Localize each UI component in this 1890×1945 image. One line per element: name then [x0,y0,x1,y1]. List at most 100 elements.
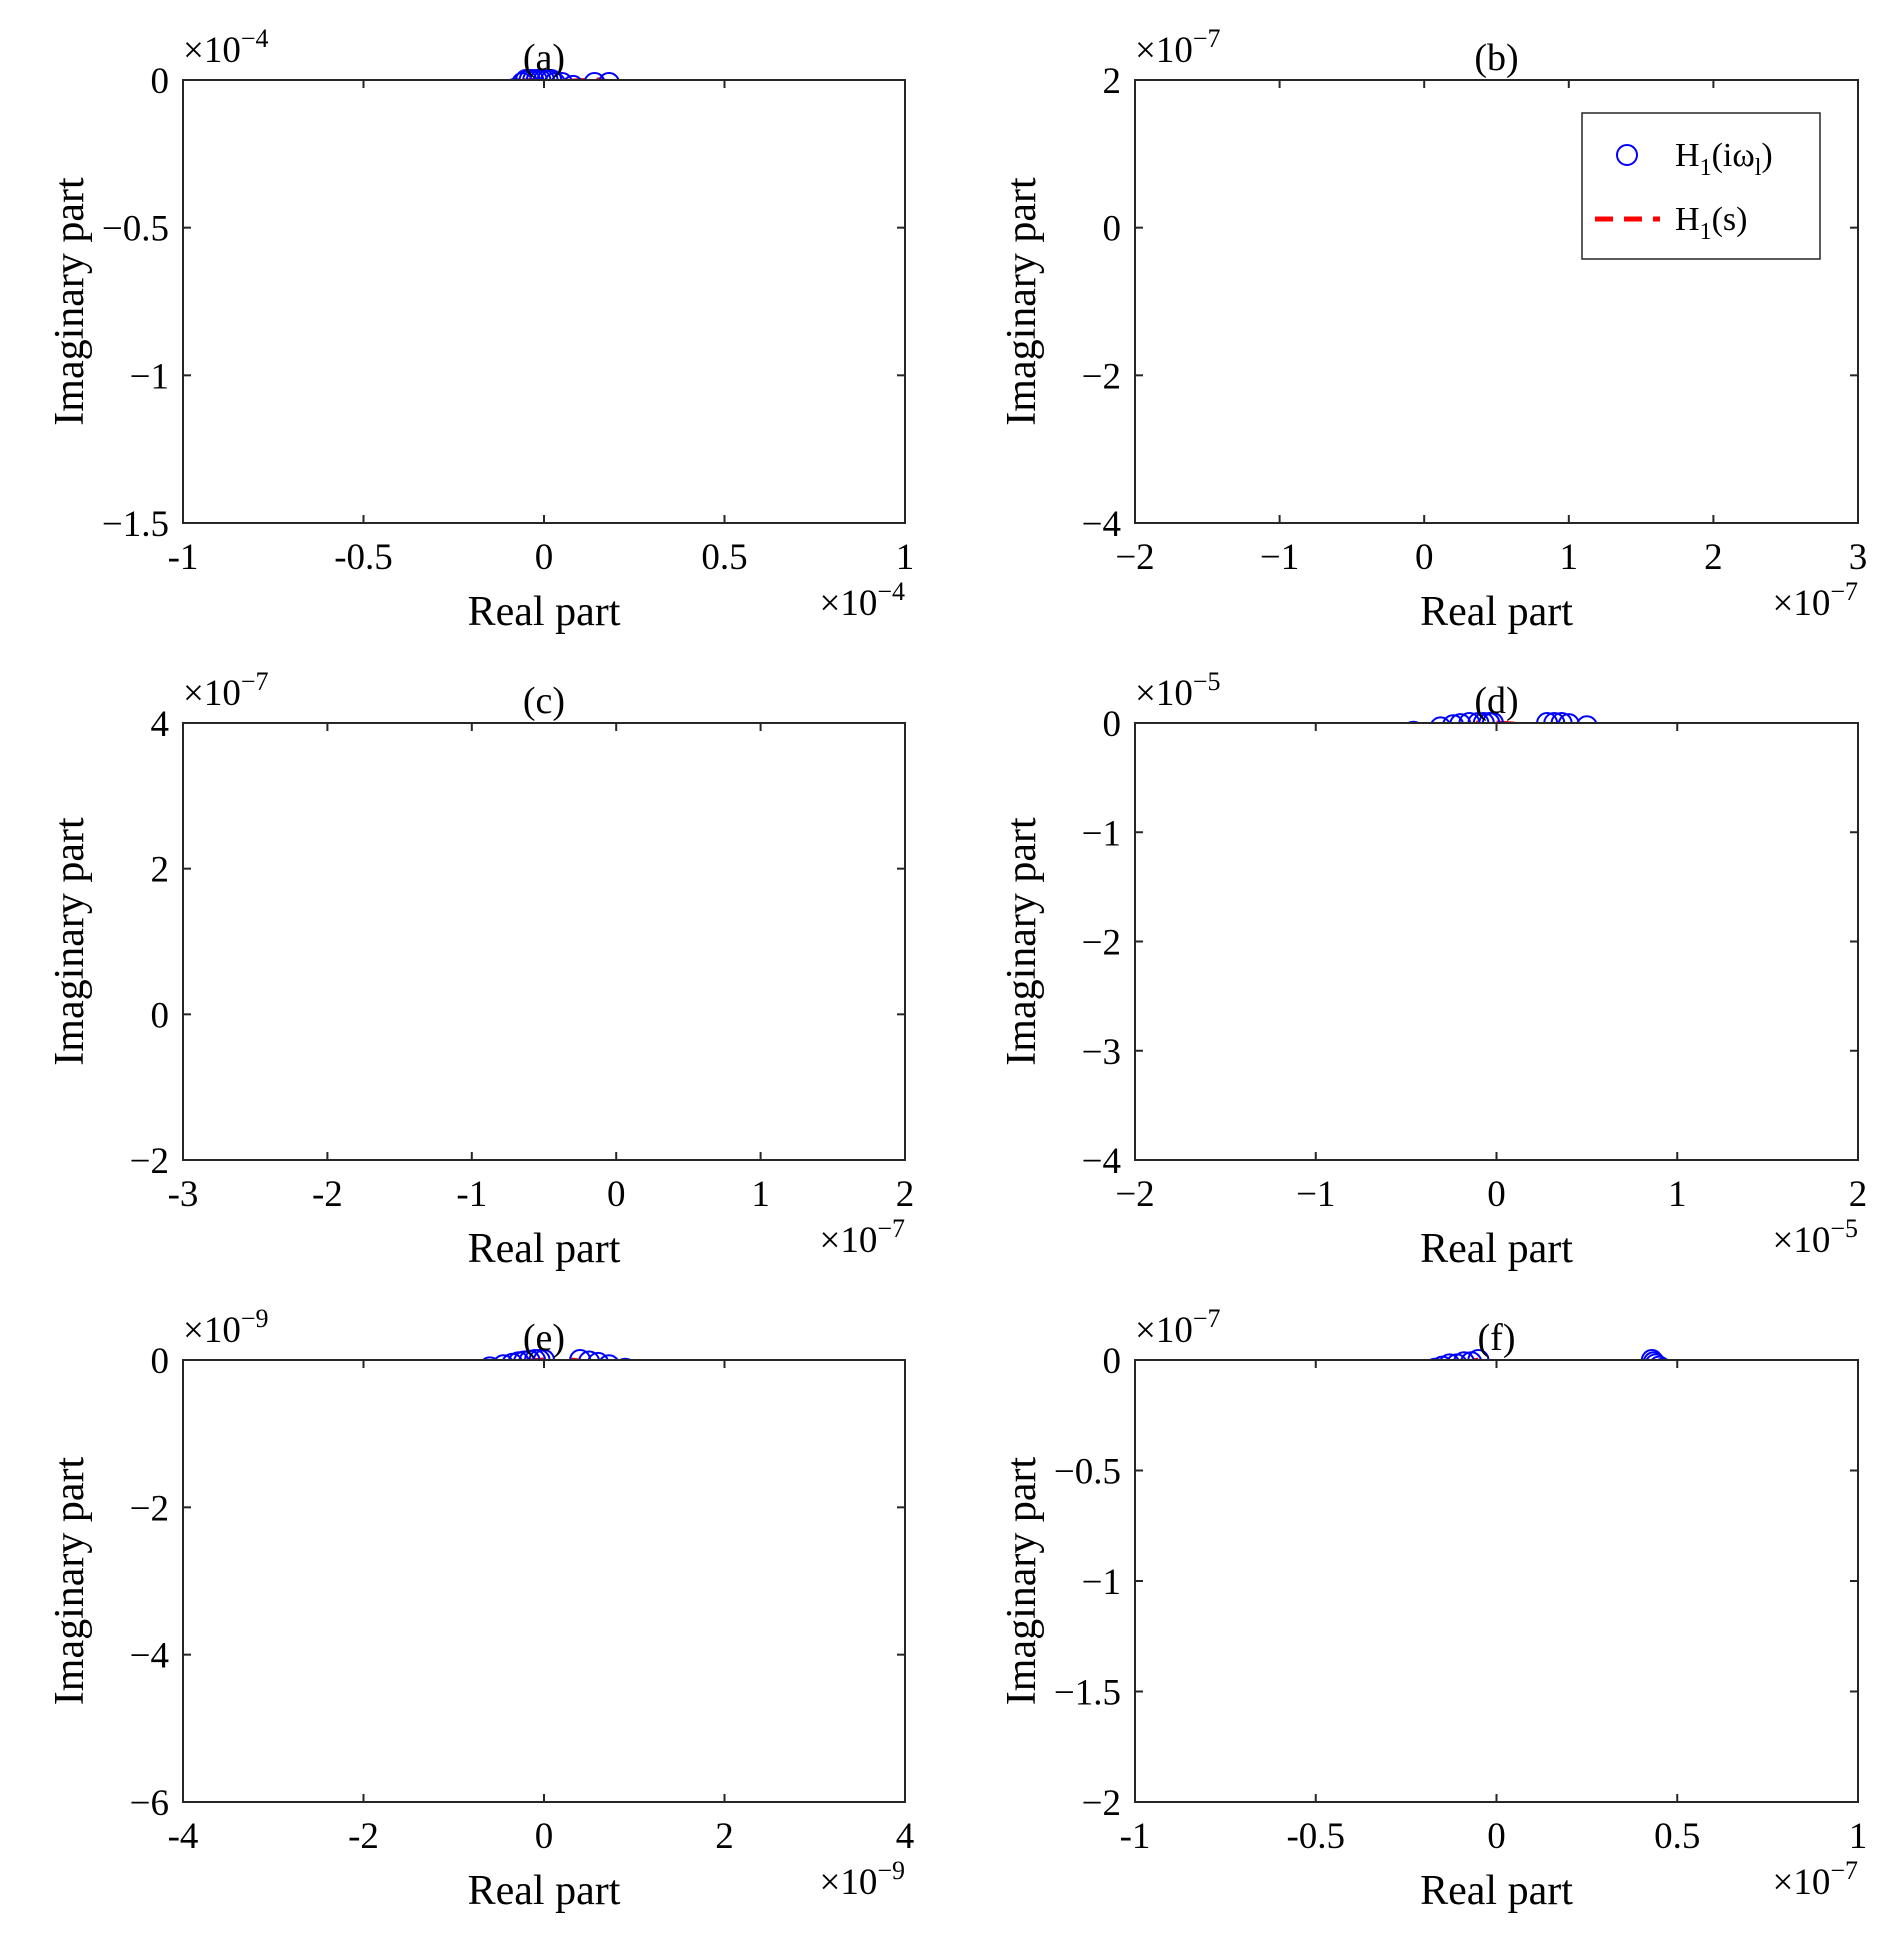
y-tick-label: −2 [130,1141,169,1182]
y-tick-label: 2 [151,850,170,891]
y-tick-label: −1.5 [102,504,169,545]
x-tick-label: 1 [1849,1816,1868,1857]
y-axis-exponent: ×10−9 [183,1304,269,1351]
x-tick-label: 2 [715,1816,734,1857]
y-axis-label: Imaginary part [999,1456,1045,1705]
y-tick-label: −1 [130,356,169,397]
x-tick-label: -2 [348,1816,379,1857]
y-axis-exponent: ×10−7 [1135,1304,1221,1351]
y-tick-label: −1.5 [1054,1673,1121,1714]
legend: H1(iωl) H1(s) [1581,112,1821,260]
chart-panel-f: -1 -0.5 0 0.5 1 −2 −1.5 −1 −0.5 0 Real part Imagina… [999,1304,1867,1914]
x-axis-label: Real part [468,1868,621,1914]
y-axis-label: Imaginary part [999,177,1045,426]
y-axis-label: Imaginary part [47,817,93,1066]
panel-title: (e) [523,1317,565,1359]
y-tick-label: 4 [151,704,170,745]
x-tick-label: -1 [1120,1816,1151,1857]
x-tick-label: 1 [896,537,915,578]
x-axis-exponent: ×10−4 [819,577,905,624]
x-tick-label: 1 [1560,537,1579,578]
x-axis-exponent: ×10−9 [819,1856,905,1903]
panel-title: (c) [523,680,565,722]
x-axis-label: Real part [468,589,621,635]
x-tick-label: 0 [607,1174,626,1215]
x-tick-label: 3 [1849,537,1868,578]
x-tick-label: 0 [1415,537,1434,578]
y-tick-label: −2 [1082,356,1121,397]
x-tick-label: 0 [535,1816,554,1857]
axes-frame [182,722,906,1161]
y-tick-label: −2 [1082,1783,1121,1824]
y-tick-label: −0.5 [102,209,169,250]
x-tick-label: 1 [751,1174,770,1215]
legend-entry-label: H1(iωl) [1675,137,1773,181]
y-tick-label: 0 [151,61,170,102]
y-tick-label: −0.5 [1054,1452,1121,1493]
x-tick-label: 2 [1849,1174,1868,1215]
x-axis-exponent: ×10−7 [1772,1856,1858,1903]
x-tick-label: 0.5 [701,537,747,578]
y-axis-label: Imaginary part [47,1456,93,1705]
y-tick-label: −1 [1082,813,1121,854]
x-axis-exponent: ×10−5 [1772,1214,1858,1261]
axes-frame [1134,722,1859,1161]
x-tick-label: −1 [1260,537,1299,578]
x-tick-label: −2 [1115,537,1154,578]
x-tick-label: -2 [312,1174,343,1215]
y-tick-label: −3 [1082,1032,1121,1073]
panel-title: (a) [523,37,565,79]
chart-panel-c: -3 -2 -1 0 1 2 −2 0 2 4 Real part Imaginary part (c)… [47,667,914,1272]
x-tick-label: 0 [1487,1174,1506,1215]
y-axis-exponent: ×10−5 [1135,667,1221,714]
x-axis-exponent: ×10−7 [819,1214,905,1261]
y-tick-label: −2 [130,1488,169,1529]
axes-frame [182,79,906,524]
y-tick-label: −4 [1082,504,1121,545]
y-tick-label: 0 [1103,209,1122,250]
chart-panel-d: −2 −1 0 1 2 −4 −3 −2 −1 0 Real part Imaginary part (… [999,667,1867,1272]
y-tick-label: −4 [1082,1141,1121,1182]
chart-panel-a: -1 -0.5 0 0.5 1 −1.5 −1 −0.5 0 Real part Imaginary… [47,24,914,635]
axes-frame [182,1359,906,1803]
y-tick-label: 0 [151,1341,170,1382]
y-tick-label: −1 [1082,1562,1121,1603]
x-axis-label: Real part [1420,1868,1573,1914]
x-axis-label: Real part [468,1226,621,1272]
panel-title: (b) [1474,37,1518,79]
x-tick-label: 2 [1704,537,1723,578]
x-axis-label: Real part [1420,589,1573,635]
y-tick-label: −6 [130,1783,169,1824]
x-tick-label: −2 [1115,1174,1154,1215]
x-tick-label: 0 [1487,1816,1506,1857]
y-tick-label: 2 [1103,61,1122,102]
x-axis-exponent: ×10−7 [1772,577,1858,624]
y-axis-exponent: ×10−7 [1135,24,1221,71]
y-tick-label: −2 [1082,923,1121,964]
x-axis-label: Real part [1420,1226,1573,1272]
y-tick-label: 0 [1103,1341,1122,1382]
x-tick-label: −1 [1296,1174,1335,1215]
y-tick-label: 0 [1103,704,1122,745]
legend-box [1581,112,1821,260]
y-axis-label: Imaginary part [999,817,1045,1066]
axes-frame [1134,1359,1859,1803]
y-tick-label: 0 [151,995,170,1036]
legend-marker-icon [1616,144,1638,166]
y-axis-exponent: ×10−4 [183,24,269,71]
x-tick-label: -3 [168,1174,199,1215]
x-tick-label: 0 [535,537,554,578]
panel-title: (d) [1474,680,1518,722]
x-tick-label: 1 [1668,1174,1687,1215]
x-tick-label: 0.5 [1654,1816,1700,1857]
x-tick-label: -1 [168,537,199,578]
legend-entry-label: H1(s) [1675,201,1747,245]
chart-panel-e: -4 -2 0 2 4 −6 −4 −2 0 Real part Imaginary part (e)… [47,1304,914,1914]
y-axis-label: Imaginary part [47,177,93,426]
x-tick-label: -4 [168,1816,199,1857]
x-tick-label: 4 [896,1816,915,1857]
x-tick-label: -0.5 [1286,1816,1345,1857]
x-tick-label: -0.5 [334,537,393,578]
y-axis-exponent: ×10−7 [183,667,269,714]
